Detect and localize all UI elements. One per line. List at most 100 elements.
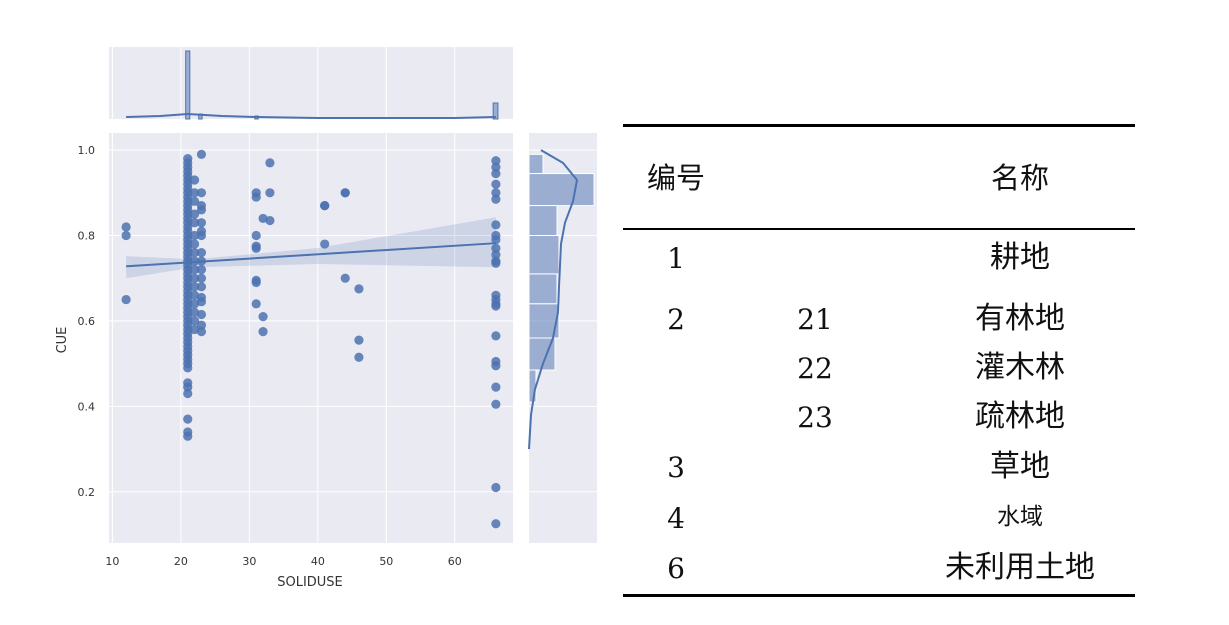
data-point <box>189 247 200 258</box>
y-tick-label: 0.6 <box>78 315 96 328</box>
data-point <box>491 258 501 268</box>
right-histogram-bar <box>528 173 595 207</box>
right-histogram-bar <box>528 235 560 275</box>
right-kde-curve <box>528 149 579 450</box>
data-point <box>196 320 207 330</box>
data-point <box>183 382 193 392</box>
data-point <box>189 188 200 198</box>
data-point <box>196 218 207 228</box>
row-3-name: 灌木林 <box>975 350 1065 385</box>
top-panel-background <box>109 47 513 119</box>
land-use-code-table: 编号 名称 1 耕地 2 21 有林地 22 灌木林 23 疏林地 3 草地 4… <box>623 124 1135 598</box>
row-1-code: 1 <box>667 242 685 275</box>
row-2-code: 2 <box>667 303 685 336</box>
data-point <box>196 205 207 215</box>
x-tick-label: 40 <box>311 555 325 568</box>
data-point <box>251 230 261 241</box>
data-point <box>491 399 501 409</box>
x-axis-label: SOLIDUSE <box>277 575 343 590</box>
row-2-sub: 21 <box>797 303 833 336</box>
data-point <box>320 239 330 249</box>
header-code: 编号 <box>646 161 706 195</box>
x-tick-label: 50 <box>379 555 393 568</box>
data-point <box>183 414 193 424</box>
row-5-code: 3 <box>667 451 685 484</box>
top-kde-curve <box>126 112 496 119</box>
row-4-sub: 23 <box>797 401 833 434</box>
data-point <box>491 156 501 166</box>
y-tick-label: 1.0 <box>78 144 96 157</box>
joint-plot: 10 20 30 40 50 60 0.2 0.4 0.6 0.8 1.0 SOLIDUSE CUE <box>55 47 597 590</box>
data-point <box>189 175 200 185</box>
data-point <box>354 284 364 294</box>
regression-confidence-band <box>126 217 496 279</box>
top-histogram-bar <box>492 102 499 120</box>
right-histogram-bar <box>528 153 544 175</box>
data-point <box>491 301 501 311</box>
data-point <box>183 388 193 399</box>
data-point <box>196 230 207 241</box>
table-header-rule <box>623 228 1135 230</box>
row-7-name: 未利用土地 <box>945 550 1095 585</box>
data-point <box>491 519 501 529</box>
data-point <box>491 243 501 253</box>
data-point <box>491 162 501 172</box>
row-4-name: 疏林地 <box>975 399 1065 434</box>
row-6-code: 4 <box>667 502 685 535</box>
data-point <box>251 192 261 202</box>
data-point <box>354 352 364 362</box>
main-panel-background <box>109 133 513 543</box>
data-point <box>320 201 330 211</box>
data-point <box>189 256 200 266</box>
data-point <box>196 265 207 275</box>
data-point <box>196 282 207 292</box>
y-tick-label: 0.2 <box>78 486 96 499</box>
data-point <box>491 235 501 245</box>
x-tick-label: 20 <box>174 555 188 568</box>
data-point <box>196 309 207 320</box>
data-point <box>189 230 200 241</box>
right-histogram-bar <box>528 205 558 237</box>
row-2-name: 有林地 <box>975 301 1065 336</box>
row-6-name: 水域 <box>997 504 1043 530</box>
data-point <box>251 243 261 253</box>
data-point <box>121 222 131 232</box>
data-point <box>189 239 200 249</box>
row-1-name: 耕地 <box>990 240 1050 275</box>
data-point <box>354 335 364 345</box>
data-point <box>196 297 207 307</box>
y-axis-label: CUE <box>55 327 70 354</box>
data-point <box>491 331 501 341</box>
data-point <box>189 265 200 275</box>
data-point <box>340 188 350 198</box>
top-marginal-panel <box>109 47 513 120</box>
data-point <box>196 247 207 258</box>
right-histogram-bar <box>528 369 537 403</box>
data-point <box>491 361 501 371</box>
header-name: 名称 <box>990 161 1050 195</box>
data-point <box>196 326 207 337</box>
data-point <box>265 158 275 168</box>
data-point <box>189 209 200 219</box>
data-point <box>265 215 275 226</box>
row-7-code: 6 <box>667 552 685 585</box>
data-point <box>491 179 501 189</box>
row-5-name: 草地 <box>990 449 1050 484</box>
data-point <box>196 273 207 283</box>
data-point <box>189 316 200 326</box>
row-3-sub: 22 <box>797 352 833 385</box>
x-tick-label: 10 <box>105 555 119 568</box>
data-point <box>121 230 131 241</box>
x-tick-label: 30 <box>242 555 256 568</box>
table-bottom-rule <box>623 594 1135 597</box>
data-point <box>491 250 501 260</box>
table-top-rule <box>623 124 1135 127</box>
data-point <box>491 188 501 198</box>
data-point <box>183 431 193 441</box>
data-point <box>340 273 350 283</box>
data-point <box>196 188 207 198</box>
x-tick-label: 60 <box>448 555 462 568</box>
data-point <box>183 363 193 373</box>
right-marginal-panel <box>528 133 597 543</box>
right-histogram-bar <box>528 273 558 305</box>
